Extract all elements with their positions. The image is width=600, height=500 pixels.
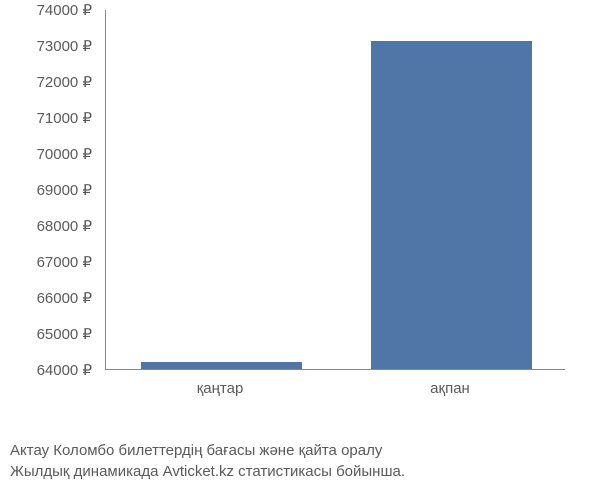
x-tick-label: ақпан bbox=[430, 380, 470, 397]
y-tick-label: 69000 ₽ bbox=[10, 181, 92, 199]
y-tick-label: 67000 ₽ bbox=[10, 253, 92, 271]
y-tick-label: 71000 ₽ bbox=[10, 109, 92, 127]
chart-caption: Актау Коломбо билеттердің бағасы және қа… bbox=[10, 440, 590, 482]
y-axis: 64000 ₽65000 ₽66000 ₽67000 ₽68000 ₽69000… bbox=[10, 10, 100, 370]
y-tick-label: 70000 ₽ bbox=[10, 145, 92, 163]
y-tick-label: 64000 ₽ bbox=[10, 361, 92, 379]
bar bbox=[371, 41, 532, 369]
caption-line-2: Жылдық динамикада Avticket.kz статистика… bbox=[10, 461, 590, 482]
chart-container: 64000 ₽ 65000 ₽ 66000 ₽ 67000 ₽ 68000 ₽ 69000… bbox=[10, 10, 590, 430]
y-tick-label: 66000 ₽ bbox=[10, 289, 92, 307]
y-tick-label: 72000 ₽ bbox=[10, 73, 92, 91]
y-tick-label: 74000 ₽ bbox=[10, 1, 92, 19]
caption-line-1: Актау Коломбо билеттердің бағасы және қа… bbox=[10, 440, 590, 461]
x-axis-labels: қаңтар ақпан bbox=[105, 380, 565, 410]
x-tick-label: қаңтар bbox=[197, 380, 244, 397]
y-tick-label: 65000 ₽ bbox=[10, 325, 92, 343]
y-tick-label: 73000 ₽ bbox=[10, 37, 92, 55]
bar bbox=[141, 362, 302, 369]
plot-area bbox=[105, 10, 565, 370]
y-tick-label: 68000 ₽ bbox=[10, 217, 92, 235]
